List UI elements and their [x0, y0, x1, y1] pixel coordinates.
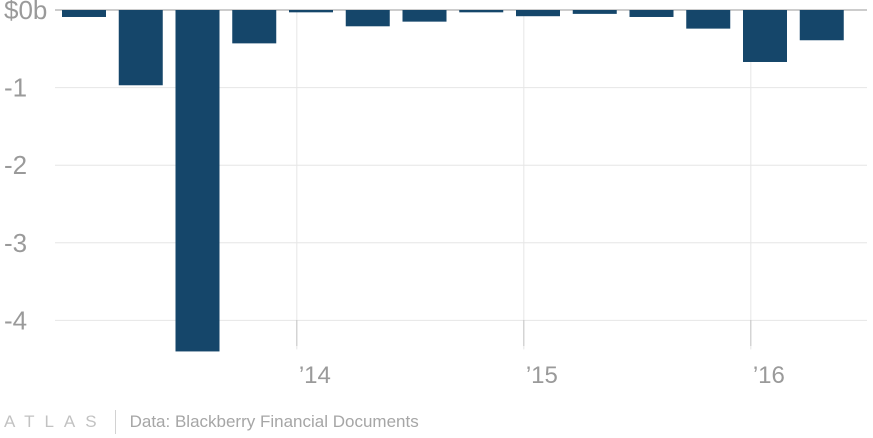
- y-tick-label: -3: [4, 228, 27, 258]
- y-tick-label: -2: [4, 150, 27, 180]
- bars: [62, 10, 844, 352]
- bar-chart: $0b -1 -2 -3 -4 ’14 ’15 ’16: [4, 0, 867, 389]
- bar: [629, 10, 674, 17]
- footer-separator: [114, 410, 116, 434]
- bar: [118, 10, 163, 86]
- bar: [289, 10, 333, 13]
- bar: [459, 10, 504, 13]
- x-axis-ticks: ’14 ’15 ’16: [296, 320, 785, 389]
- bar: [572, 10, 617, 14]
- bar: [232, 10, 277, 44]
- x-tick-label: ’16: [753, 362, 785, 389]
- x-tick-label: ’14: [299, 362, 331, 389]
- atlas-logo: ATLAS: [4, 412, 107, 431]
- x-tick-label: ’15: [526, 362, 558, 389]
- y-tick-label: -1: [4, 73, 27, 103]
- bar: [345, 10, 390, 27]
- bar: [175, 10, 220, 352]
- footer: ATLAS Data: Blackberry Financial Documen…: [0, 408, 873, 436]
- bar: [62, 10, 106, 17]
- bar: [516, 10, 560, 17]
- source-note: Data: Blackberry Financial Documents: [129, 412, 419, 431]
- bar: [743, 10, 787, 62]
- y-tick-label: $0b: [4, 0, 47, 25]
- y-axis-ticks: $0b -1 -2 -3 -4: [4, 0, 47, 335]
- bar: [799, 10, 844, 41]
- bar: [402, 10, 447, 22]
- bar: [686, 10, 731, 29]
- y-tick-label: -4: [4, 305, 27, 335]
